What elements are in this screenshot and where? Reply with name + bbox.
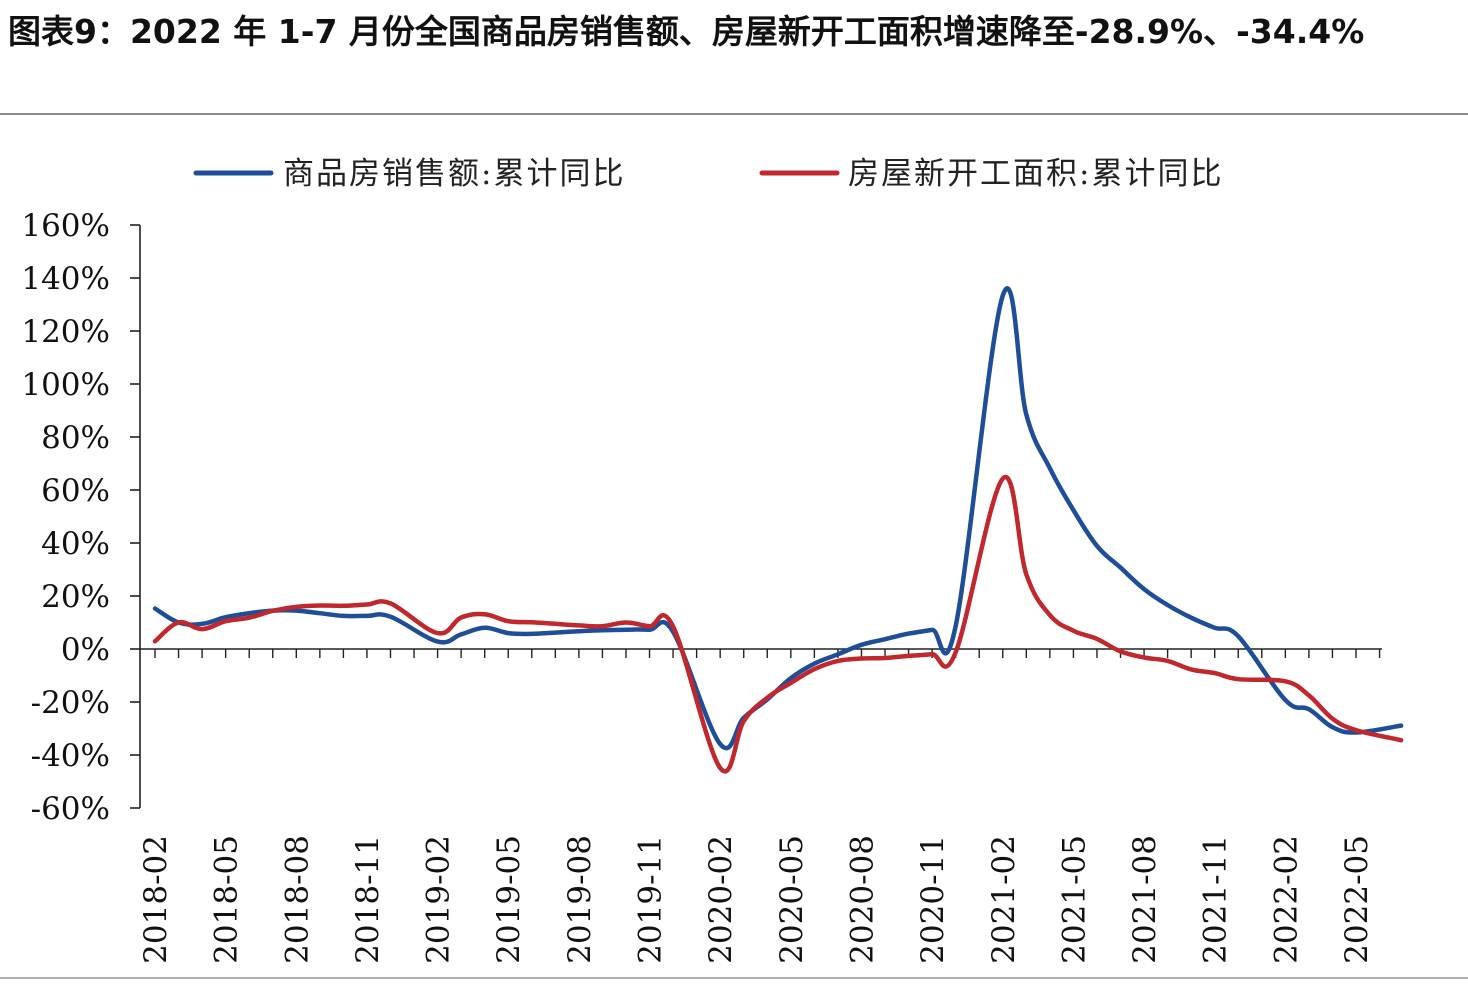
y-tick-label: -20% [31, 685, 110, 721]
chart-title: 图表9：2022 年 1-7 月份全国商品房销售额、房屋新开工面积增速降至-28… [8, 12, 1365, 51]
x-tick-label: 2021-02 [986, 835, 1022, 964]
x-tick-label: 2022-05 [1339, 835, 1375, 964]
x-tick-label: 2021-05 [1056, 835, 1092, 964]
top-divider [0, 113, 1468, 115]
x-tick-label: 2021-11 [1198, 835, 1234, 964]
x-tick-label: 2020-08 [844, 835, 880, 964]
x-tick-label: 2018-05 [209, 835, 245, 964]
x-tick-label: 2019-05 [491, 835, 527, 964]
x-tick-label: 2019-11 [633, 835, 669, 964]
legend-label: 商品房销售额:累计同比 [283, 156, 625, 192]
x-tick-label: 2020-02 [703, 835, 739, 964]
y-tick-label: 100% [21, 367, 110, 403]
y-tick-label: -40% [31, 738, 110, 774]
series-line-starts [152, 474, 1404, 774]
legend: 商品房销售额:累计同比 房屋新开工面积:累计同比 [193, 156, 1223, 192]
x-tick-label: 2022-02 [1268, 835, 1304, 964]
bottom-divider [0, 977, 1468, 979]
y-tick-label: 0% [61, 632, 110, 668]
x-tick-label: 2018-02 [138, 835, 174, 964]
y-tick-label: 140% [21, 261, 110, 297]
y-tick-label: 60% [41, 473, 110, 509]
x-tick-label: 2018-08 [279, 835, 315, 964]
x-tick-label: 2020-05 [774, 835, 810, 964]
series-line-sales [152, 286, 1404, 751]
x-tick-label: 2021-08 [1127, 835, 1163, 964]
axes: 160% 140% 120% 100% 80% 60% 40% 20% 0% -20% -40% -6… [21, 208, 1382, 964]
y-tick-label: -60% [31, 791, 110, 827]
x-tick-label: 2019-02 [421, 835, 457, 964]
x-tick-label: 2018-11 [350, 835, 386, 964]
y-tick-label: 80% [41, 420, 110, 456]
legend-label: 房屋新开工面积:累计同比 [848, 156, 1223, 192]
x-tick-label: 2020-11 [915, 835, 951, 964]
y-tick-label: 120% [21, 314, 110, 350]
y-tick-label: 160% [21, 208, 110, 244]
y-tick-label: 20% [41, 579, 110, 615]
series-group [152, 286, 1404, 774]
y-tick-label: 40% [41, 526, 110, 562]
x-tick-label: 2019-08 [562, 835, 598, 964]
